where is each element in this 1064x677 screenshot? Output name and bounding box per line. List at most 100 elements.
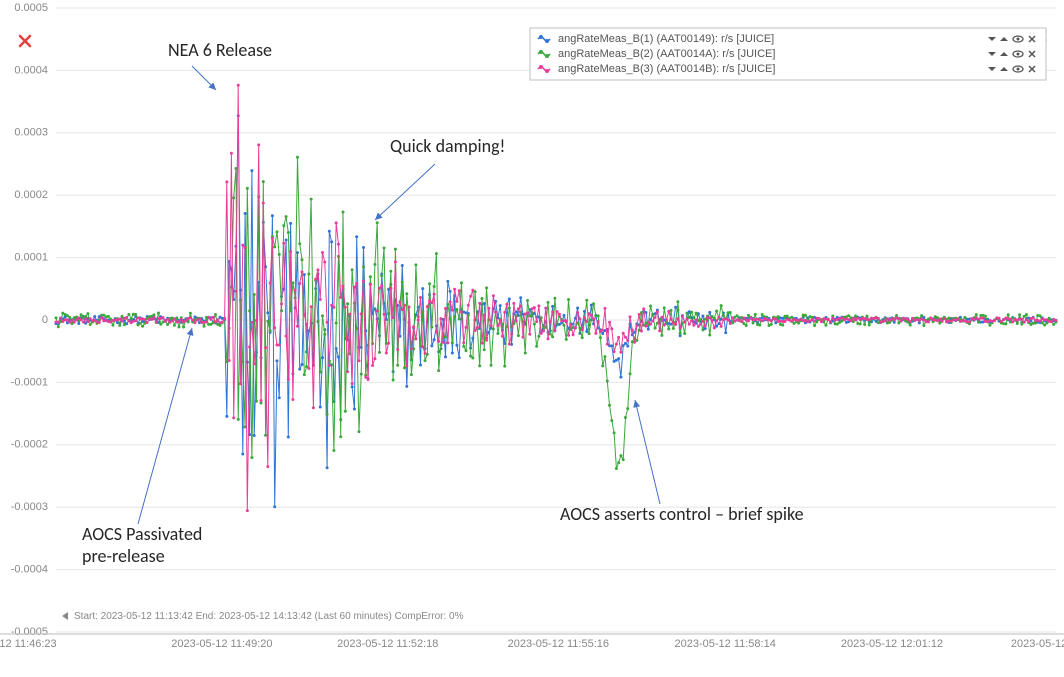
series-marker (337, 243, 340, 246)
series-marker (909, 320, 912, 323)
series-marker (745, 324, 748, 327)
series-marker (849, 319, 852, 322)
series-marker (77, 322, 80, 325)
series-marker (111, 324, 114, 327)
series-marker (528, 314, 531, 317)
series-marker (253, 362, 256, 365)
series-marker (644, 325, 647, 328)
series-marker (408, 305, 411, 308)
series-marker (617, 357, 620, 360)
series-marker (667, 327, 670, 330)
series-marker (868, 323, 871, 326)
series-marker (701, 328, 704, 331)
series-marker (314, 278, 317, 281)
series-marker (544, 307, 547, 310)
series-marker (264, 434, 267, 437)
series-marker (273, 326, 276, 329)
ytick-label: -0.0005 (11, 626, 48, 638)
series-marker (257, 143, 260, 146)
series-marker (401, 264, 404, 267)
series-marker (590, 314, 593, 317)
series-marker (212, 316, 215, 319)
series-marker (701, 320, 704, 323)
series-marker (517, 307, 520, 310)
chart-container: -0.0005-0.0004-0.0003-0.0002-0.000100.00… (0, 0, 1064, 677)
series-marker (742, 322, 745, 325)
series-marker (296, 156, 299, 159)
series-marker (326, 413, 329, 416)
chart-svg: -0.0005-0.0004-0.0003-0.0002-0.000100.00… (0, 0, 1064, 677)
series-marker (430, 344, 433, 347)
series-marker (298, 282, 301, 285)
series-marker (483, 348, 486, 351)
series-marker (1007, 313, 1010, 316)
series-marker (86, 320, 89, 323)
series-marker (380, 274, 383, 277)
series-marker (360, 313, 363, 316)
series-marker (241, 453, 244, 456)
series-marker (672, 327, 675, 330)
series-marker (346, 370, 349, 373)
series-marker (84, 317, 87, 320)
series-marker (824, 324, 827, 327)
series-marker (685, 312, 688, 315)
series-marker (731, 316, 734, 319)
annotation-label: AOCS Passivated (82, 523, 202, 545)
series-marker (526, 299, 529, 302)
series-marker (403, 304, 406, 307)
series-marker (328, 230, 331, 233)
series-marker (490, 324, 493, 327)
series-marker (690, 319, 693, 322)
series-marker (403, 366, 406, 369)
series-marker (647, 328, 650, 331)
series-marker (273, 505, 276, 508)
series-marker (549, 320, 552, 323)
series-marker (490, 364, 493, 367)
series-marker (526, 311, 529, 314)
series-marker (601, 329, 604, 332)
series-marker (670, 318, 673, 321)
series-marker (287, 231, 290, 234)
ytick-label: 0.0002 (14, 189, 48, 201)
xtick-label: 2023-05-12 11:49:20 (171, 638, 272, 650)
series-marker (503, 311, 506, 314)
series-marker (410, 373, 413, 376)
series-marker (622, 458, 625, 461)
series-marker (528, 333, 531, 336)
series-marker (214, 320, 217, 323)
series-marker (679, 326, 682, 329)
series-marker (385, 351, 388, 354)
series-marker (285, 239, 288, 242)
series-marker (503, 365, 506, 368)
series-marker (888, 319, 891, 322)
series-marker (396, 348, 399, 351)
series-marker (565, 338, 568, 341)
series-marker (460, 311, 463, 314)
series-marker (59, 316, 62, 319)
series-marker (517, 334, 520, 337)
series-marker (606, 343, 609, 346)
series-marker (460, 281, 463, 284)
series-marker (506, 303, 509, 306)
series-marker (556, 310, 559, 313)
series-marker (301, 258, 304, 261)
series-marker (207, 316, 210, 319)
series-marker (770, 319, 773, 322)
series-marker (458, 289, 461, 292)
series-marker (676, 317, 679, 320)
series-marker (93, 315, 96, 318)
series-marker (786, 315, 789, 318)
series-marker (424, 352, 427, 355)
series-marker (597, 320, 600, 323)
series-marker (348, 313, 351, 316)
legend-label: angRateMeas_B(1) (AAT00149): r/s [JUICE] (558, 33, 774, 45)
series-marker (184, 319, 187, 322)
series-marker (984, 315, 987, 318)
series-marker (1016, 322, 1019, 325)
series-marker (449, 300, 452, 303)
series-marker (535, 345, 538, 348)
series-marker (813, 324, 816, 327)
series-marker (310, 305, 313, 308)
series-marker (585, 330, 588, 333)
ytick-label: 0.0003 (14, 127, 48, 139)
